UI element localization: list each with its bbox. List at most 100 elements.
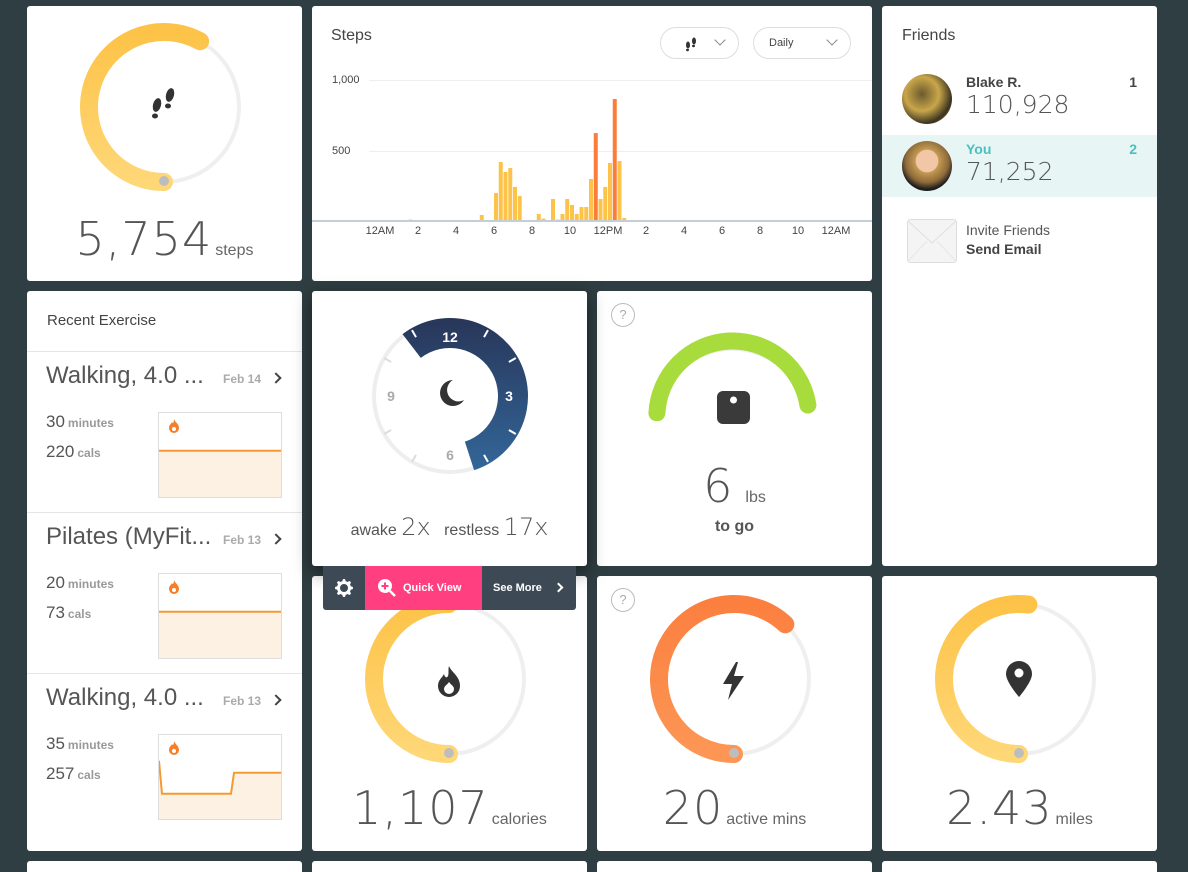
exercise-title: Walking, 4.0 ... (46, 684, 204, 711)
clock-tick (483, 454, 489, 463)
flame-icon (169, 419, 179, 433)
calorie-burn-line (159, 580, 281, 658)
weight-unit: lbs (745, 489, 766, 506)
chevron-right-icon[interactable] (270, 694, 282, 706)
progress-arc (650, 595, 795, 763)
step-bar (560, 213, 565, 220)
start-marker (1014, 748, 1024, 758)
steps-value: 5,754 (75, 212, 213, 266)
sleep-summary: awake 2x restless 17x (312, 513, 587, 541)
exercise-minutes: 30 minutes (46, 412, 114, 432)
exercise-item[interactable]: Walking, 4.0 ... Feb 13 35 minutes 257 cal… (27, 673, 302, 834)
avatar (902, 74, 952, 124)
see-more-button[interactable]: See More (482, 566, 576, 610)
calorie-burn-line (159, 419, 281, 497)
restless-label: restless (444, 522, 500, 539)
recent-exercise-tile: Recent Exercise Walking, 4.0 ... Feb 14 … (27, 291, 302, 851)
settings-button[interactable] (323, 566, 365, 610)
active-minutes-stat: 20 active mins (597, 781, 872, 835)
awake-label: awake (350, 522, 397, 539)
gear-icon (335, 579, 353, 597)
zoom-in-icon (378, 579, 396, 597)
calories-tile[interactable]: 1,107 calories (312, 576, 587, 851)
exercise-date: Feb 14 (223, 372, 262, 386)
xtick-label: 10 (791, 225, 805, 237)
clock-label: 12 (442, 329, 458, 345)
progress-arc (935, 595, 1038, 763)
friend-name: Blake R. (966, 74, 1022, 90)
chevron-right-icon[interactable] (270, 372, 282, 384)
period-dropdown[interactable]: Daily (753, 27, 851, 59)
tile-bottom-2 (312, 861, 587, 872)
friend-row-you[interactable]: You 71,252 2 (882, 135, 1157, 197)
help-icon[interactable]: ? (611, 588, 635, 612)
active-minutes-tile[interactable]: ? 20 active mins (597, 576, 872, 851)
step-bar (612, 99, 617, 220)
active-minutes-value: 20 (662, 781, 724, 835)
friend-name: You (966, 141, 992, 157)
help-icon[interactable]: ? (611, 303, 635, 327)
minutes-unit: minutes (67, 416, 114, 430)
footsteps-icon (146, 86, 182, 127)
clock-tick (508, 357, 517, 363)
xtick-label: 2 (642, 225, 650, 237)
minutes-value: 30 (46, 412, 65, 431)
steps-tile[interactable]: 5,754 steps (27, 6, 302, 281)
weight-gauge (648, 332, 817, 421)
tile-bottom-4 (882, 861, 1157, 872)
heart-rate-graph (158, 573, 282, 659)
step-bar (479, 214, 484, 220)
distance-tile[interactable]: 2.43 miles (882, 576, 1157, 851)
steps-unit: steps (215, 242, 254, 259)
weight-progress-arc (648, 332, 817, 421)
active-minutes-unit: active mins (726, 811, 807, 828)
weight-caption: to go (714, 518, 755, 535)
location-pin-icon (1005, 660, 1033, 703)
send-email-link[interactable]: Send Email (966, 241, 1042, 257)
steps-chart-title: Steps (331, 27, 372, 44)
xtick-label: 6 (718, 225, 726, 237)
avatar (902, 141, 952, 191)
exercise-item[interactable]: Pilates (MyFit... Feb 13 20 minutes 73 cal… (27, 512, 302, 673)
start-marker (159, 176, 169, 186)
sleep-tile[interactable]: 12 3 6 9 awake 2x restless 17x (312, 291, 587, 566)
awake-value: 2x (401, 513, 431, 541)
exercise-calories: 73 cals (46, 603, 91, 623)
minutes-unit: minutes (67, 577, 114, 591)
xtick-label: 8 (528, 225, 536, 237)
exercise-item[interactable]: Walking, 4.0 ... Feb 14 30 minutes 220 cal… (27, 351, 302, 512)
flame-icon (169, 580, 179, 594)
friend-row[interactable]: Blake R. 110,928 1 (882, 68, 1157, 130)
clock-tick (483, 329, 489, 338)
step-bar (589, 178, 593, 220)
exercise-minutes: 20 minutes (46, 573, 114, 593)
friends-tile: Friends Blake R. 110,928 1 You 71,252 2 … (882, 6, 1157, 566)
minutes-value: 35 (46, 734, 65, 753)
xtick-label: 8 (756, 225, 764, 237)
exercise-calories: 257 cals (46, 764, 101, 784)
exercise-title: Walking, 4.0 ... (46, 362, 204, 389)
exercise-minutes: 35 minutes (46, 734, 114, 754)
ytick-500: 500 (332, 145, 351, 157)
friend-rank: 1 (1129, 74, 1137, 90)
cals-unit: cals (77, 446, 101, 460)
start-marker (729, 748, 739, 758)
clock-label: 9 (387, 388, 395, 404)
progress-arc (80, 23, 210, 191)
chevron-right-icon[interactable] (270, 533, 282, 545)
minutes-value: 20 (46, 573, 65, 592)
step-bar (498, 162, 503, 220)
quick-view-button[interactable]: Quick View (365, 566, 482, 610)
step-bar (574, 213, 579, 220)
cals-value: 73 (46, 603, 65, 622)
activity-filter-dropdown[interactable] (660, 27, 739, 59)
calorie-burn-line (158, 741, 281, 819)
exercise-date: Feb 13 (223, 694, 262, 708)
step-bar (608, 163, 612, 220)
step-bar (541, 218, 546, 220)
weight-tile[interactable]: ? 6 lbs to go (597, 291, 872, 566)
minutes-unit: minutes (67, 738, 114, 752)
cals-unit: cals (77, 768, 101, 782)
invite-friends[interactable]: Invite Friends Send Email (907, 219, 1137, 265)
step-bar (508, 168, 513, 220)
